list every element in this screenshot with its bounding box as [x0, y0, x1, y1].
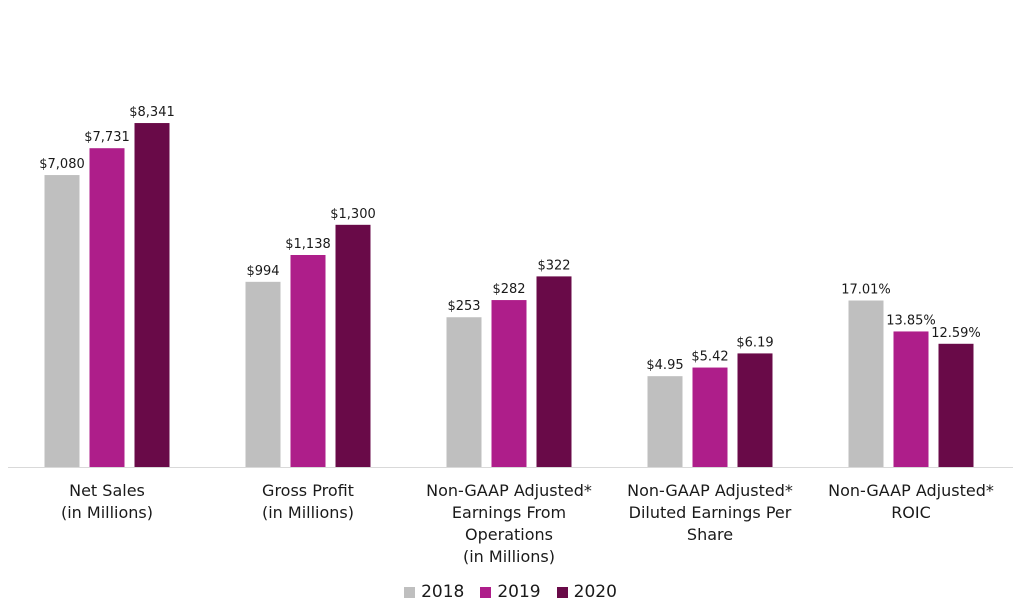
- legend: 2018 2019 2020: [0, 582, 1021, 602]
- legend-swatch: [480, 586, 492, 598]
- category-label-line: ROIC: [891, 503, 931, 522]
- bar-2019: [692, 367, 728, 467]
- data-label: 12.59%: [931, 326, 981, 341]
- bar-2018: [44, 175, 80, 467]
- data-label: $4.95: [646, 358, 683, 373]
- legend-item-2020: 2020: [556, 582, 617, 602]
- category-label-line: Earnings From: [451, 503, 567, 522]
- bar-2020: [134, 123, 170, 467]
- bar-2019: [893, 331, 929, 467]
- legend-swatch: [404, 586, 416, 598]
- legend-swatch: [556, 586, 568, 598]
- category-label-line: (in Millions): [60, 503, 153, 522]
- bar-2020: [938, 343, 974, 467]
- data-label: $5.42: [691, 350, 728, 365]
- data-label: $1,138: [285, 237, 331, 252]
- data-label: $6.19: [736, 335, 773, 350]
- category-label-line: Net Sales: [69, 481, 145, 500]
- category-label: Non-GAAP Adjusted* Earnings From Operation…: [409, 480, 609, 568]
- bar-2018: [446, 317, 482, 467]
- legend-label: 2020: [573, 582, 617, 602]
- data-label: $282: [492, 282, 525, 297]
- category-label: Non-GAAP Adjusted* ROIC: [811, 480, 1011, 524]
- bar-2019: [290, 254, 326, 467]
- category-label-line: (in Millions): [462, 547, 555, 566]
- data-label: $253: [447, 299, 480, 314]
- category-label-line: Share: [686, 525, 734, 544]
- legend-label: 2019: [497, 582, 541, 602]
- category-label: Gross Profit (in Millions): [208, 480, 408, 524]
- category-label-line: Non-GAAP Adjusted*: [828, 481, 994, 500]
- data-label: 13.85%: [886, 313, 936, 328]
- category-label-line: Non-GAAP Adjusted*: [627, 481, 793, 500]
- bar-2019: [491, 300, 527, 467]
- bar-2018: [848, 300, 884, 467]
- bar-2018: [245, 281, 281, 467]
- legend-label: 2018: [421, 582, 465, 602]
- bar-2020: [536, 276, 572, 467]
- bar-2019: [89, 148, 125, 467]
- category-label-line: Diluted Earnings Per: [628, 503, 792, 522]
- legend-item-2019: 2019: [480, 582, 541, 602]
- category-label-line: (in Millions): [261, 503, 354, 522]
- data-label: $322: [537, 258, 570, 273]
- category-label-line: Gross Profit: [262, 481, 354, 500]
- legend-item-2018: 2018: [404, 582, 464, 602]
- data-label: $7,080: [39, 157, 85, 172]
- category-label-line: Operations: [465, 525, 553, 544]
- data-label: $1,300: [330, 207, 376, 222]
- bar-2020: [335, 224, 371, 467]
- data-label: $8,341: [129, 105, 175, 120]
- bar-2020: [737, 353, 773, 467]
- data-label: $7,731: [84, 130, 130, 145]
- bar-2018: [647, 376, 683, 467]
- category-label: Non-GAAP Adjusted* Diluted Earnings Per Sh…: [610, 480, 810, 546]
- data-label: $994: [246, 264, 279, 279]
- category-label: Net Sales (in Millions): [7, 480, 207, 524]
- data-label: 17.01%: [841, 283, 891, 298]
- category-label-line: Non-GAAP Adjusted*: [426, 481, 592, 500]
